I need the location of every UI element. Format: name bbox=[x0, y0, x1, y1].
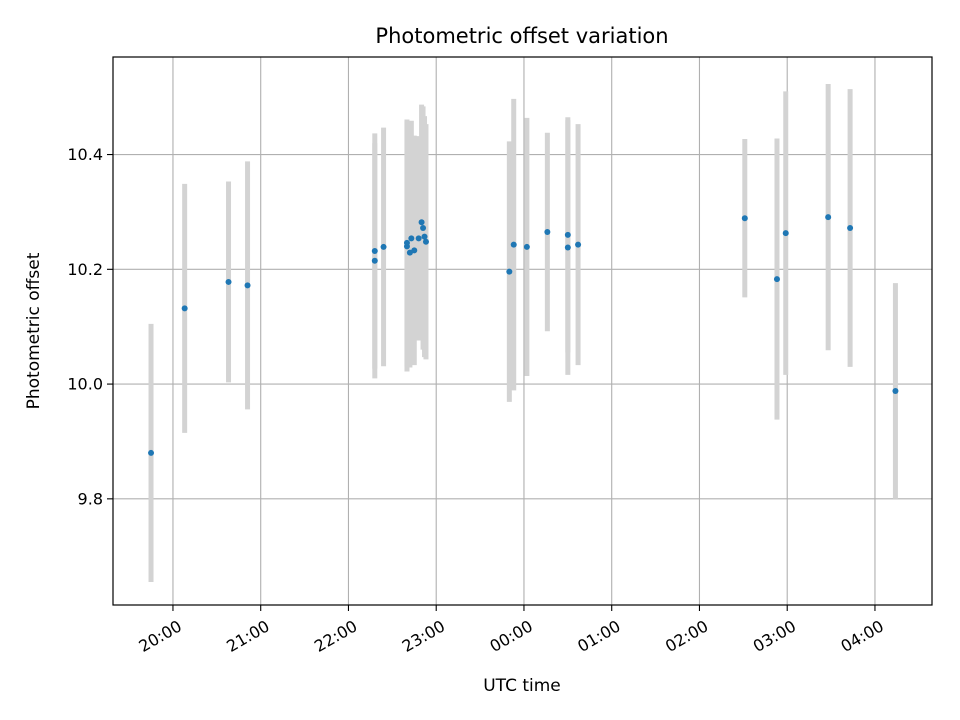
data-point bbox=[420, 224, 427, 231]
data-point bbox=[506, 268, 513, 275]
data-point bbox=[421, 233, 428, 240]
data-point bbox=[415, 235, 422, 242]
y-tick-label: 10.2 bbox=[67, 260, 103, 279]
y-axis-title: Photometric offset bbox=[24, 252, 44, 409]
plot-frame bbox=[112, 56, 933, 606]
data-point bbox=[371, 247, 378, 254]
data-point bbox=[380, 243, 387, 250]
x-axis-title: UTC time bbox=[483, 676, 561, 696]
y-tick-label: 10.0 bbox=[67, 375, 103, 394]
y-axis-ticks: 9.8 10.0 10.2 10.4 bbox=[67, 145, 113, 508]
data-point bbox=[564, 244, 571, 251]
data-point bbox=[523, 243, 530, 250]
data-points bbox=[148, 214, 899, 456]
data-point bbox=[411, 247, 418, 254]
data-point bbox=[225, 278, 232, 285]
y-tick-label: 10.4 bbox=[67, 145, 103, 164]
data-point bbox=[408, 235, 415, 242]
data-point bbox=[892, 387, 899, 394]
data-point bbox=[782, 230, 789, 237]
data-point bbox=[148, 449, 155, 456]
data-point bbox=[244, 282, 251, 289]
data-point bbox=[544, 229, 551, 236]
data-point bbox=[564, 231, 571, 238]
data-point bbox=[741, 215, 748, 222]
data-point bbox=[422, 238, 429, 245]
data-point bbox=[773, 276, 780, 283]
data-point bbox=[510, 241, 517, 248]
data-point bbox=[418, 219, 425, 226]
data-point bbox=[181, 305, 188, 312]
data-point bbox=[371, 257, 378, 264]
data-point bbox=[847, 224, 854, 231]
data-point bbox=[575, 241, 582, 248]
chart-title: Photometric offset variation bbox=[375, 24, 668, 48]
data-point bbox=[825, 214, 832, 221]
data-point bbox=[403, 239, 410, 246]
plot-area bbox=[113, 57, 932, 605]
y-tick-label: 9.8 bbox=[78, 489, 103, 508]
